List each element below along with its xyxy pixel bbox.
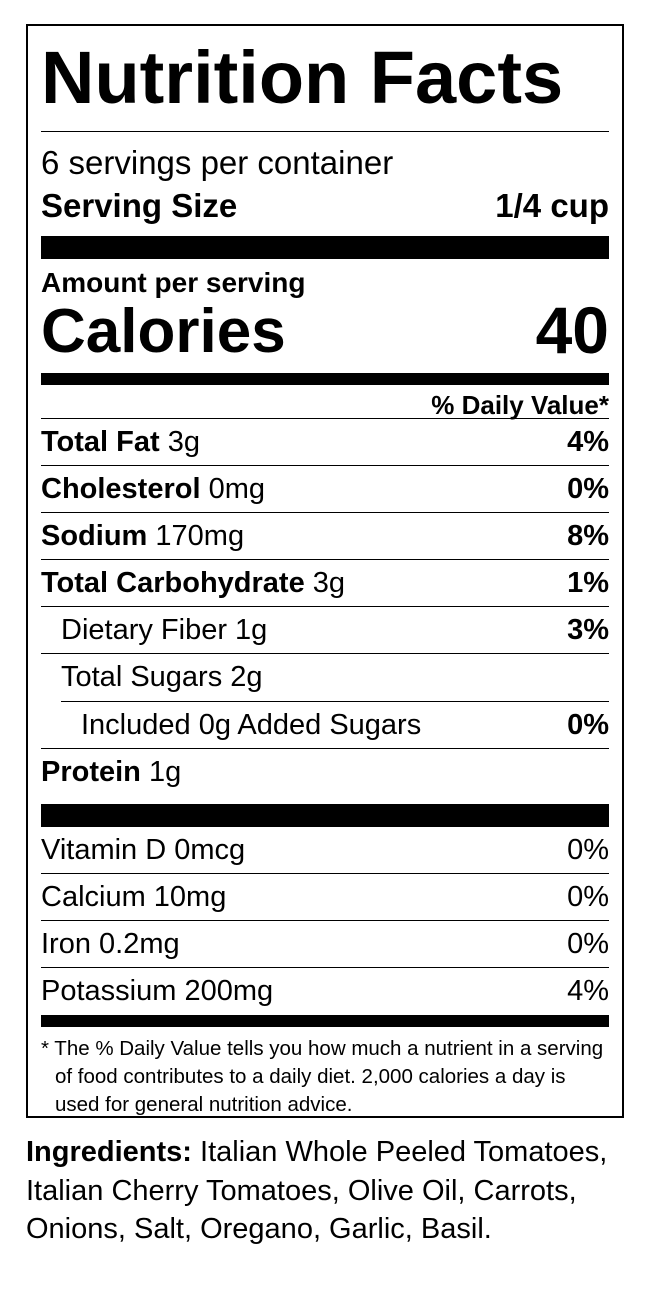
- nutrient-name: Sodium: [41, 519, 148, 552]
- sugars-divider: [61, 701, 609, 702]
- vitamin-dv: 0%: [567, 880, 609, 913]
- nutrient-name: Included 0g Added Sugars: [81, 708, 422, 741]
- serving-size-value: 1/4 cup: [495, 187, 609, 224]
- nutrient-dv: 1%: [567, 566, 609, 599]
- vitamin-row-potassium: Potassium 200mg 4%: [41, 968, 609, 1015]
- vitamin-name: Vitamin D 0mcg: [41, 833, 246, 866]
- ingredients-label: Ingredients:: [26, 1136, 192, 1168]
- vitamin-name: Iron 0.2mg: [41, 927, 180, 960]
- nutrient-row-total-sugars: Total Sugars 2g: [41, 654, 609, 701]
- vitamin-name: Calcium 10mg: [41, 880, 227, 913]
- nutrient-amount: 3g: [312, 566, 346, 599]
- nutrient-amount: 3g: [167, 425, 201, 458]
- nutrient-row-dietary-fiber: Dietary Fiber 1g 3%: [41, 607, 609, 654]
- vitamin-row-iron: Iron 0.2mg 0%: [41, 921, 609, 968]
- nutrient-row-total-fat: Total Fat 3g 4%: [41, 419, 609, 466]
- nutrient-name: Dietary Fiber 1g: [61, 613, 268, 646]
- serving-size-label: Serving Size: [41, 187, 238, 224]
- footnote-divider: [41, 1015, 609, 1027]
- thick-divider: [41, 236, 609, 259]
- calories-divider: [41, 373, 609, 385]
- amount-per-serving: Amount per serving: [41, 267, 306, 298]
- nutrient-amount: 170mg: [155, 519, 245, 552]
- vitamins-divider: [41, 804, 609, 827]
- vitamin-row-vitamin-d: Vitamin D 0mcg 0%: [41, 827, 609, 874]
- nutrient-row-protein: Protein 1g: [41, 749, 609, 796]
- nutrient-dv: 0%: [567, 708, 609, 741]
- servings-per-container: 6 servings per container: [41, 144, 394, 181]
- vitamin-dv: 4%: [567, 975, 609, 1007]
- nutrient-row-sodium: Sodium 170mg 8%: [41, 513, 609, 560]
- calories-row: Calories 40: [41, 297, 609, 363]
- vitamin-name: Potassium 200mg: [41, 975, 274, 1007]
- ingredients-list: Italian Whole Peeled Tomatoes, Italian C…: [26, 1136, 608, 1245]
- nutrient-dv: 0%: [567, 472, 609, 505]
- nutrient-amount: 0mg: [208, 472, 266, 505]
- ingredients-statement: Ingredients: Italian Whole Peeled Tomato…: [26, 1133, 624, 1249]
- vitamin-row-calcium: Calcium 10mg 0%: [41, 874, 609, 921]
- nutrient-name: Total Sugars 2g: [61, 661, 263, 693]
- calories-value: 40: [535, 293, 609, 367]
- nutrient-name: Total Fat: [41, 425, 160, 458]
- nutrient-amount: 1g: [148, 756, 182, 788]
- nutrient-name: Total Carbohydrate: [41, 566, 305, 599]
- nutrient-dv: 8%: [567, 519, 609, 552]
- daily-value-footnote: * The % Daily Value tells you how much a…: [41, 1037, 604, 1116]
- nutrient-dv: 4%: [567, 425, 609, 458]
- nutrition-facts-panel: Nutrition Facts 6 servings per container…: [26, 24, 624, 1118]
- vitamin-dv: 0%: [567, 927, 609, 960]
- nutrient-row-cholesterol: Cholesterol 0mg 0%: [41, 466, 609, 513]
- nutrient-dv: 3%: [567, 613, 609, 646]
- nutrient-row-added-sugars: Included 0g Added Sugars 0%: [41, 702, 609, 749]
- vitamin-dv: 0%: [567, 833, 609, 866]
- calories-label: Calories: [41, 297, 286, 366]
- label-title: Nutrition Facts: [41, 36, 564, 119]
- nutrient-name: Protein: [41, 756, 141, 788]
- nutrient-name: Cholesterol: [41, 472, 201, 505]
- nutrient-row-total-carbohydrate: Total Carbohydrate 3g 1%: [41, 560, 609, 607]
- serving-size-row: Serving Size 1/4 cup: [41, 189, 609, 222]
- daily-value-header: % Daily Value*: [41, 385, 609, 419]
- title-divider: [41, 131, 609, 132]
